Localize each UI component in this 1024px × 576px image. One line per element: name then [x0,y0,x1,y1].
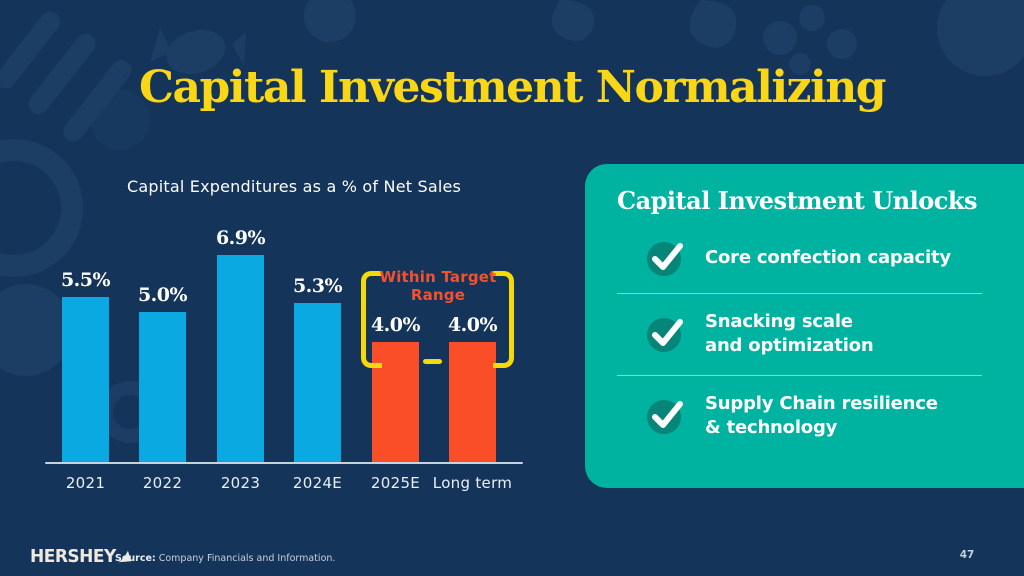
card-divider [617,374,982,376]
bar-value-label: 6.9% [215,227,266,249]
within-target-range-label: Within Target Range [368,268,508,304]
card-item: Snacking scale and optimization [617,294,994,375]
capex-bar-chart: 5.5% 2021 5.0% 2022 6.9% 2023 5.3% 2024E 4.0% 202… [45,227,523,492]
source-text: Company Financials and Information. [158,553,336,564]
check-icon [647,239,687,277]
check-icon [647,397,687,435]
target-range-bracket-dash [423,359,442,364]
card-item: Core confection capacity [617,223,994,293]
card-divider [617,293,982,294]
page-number: 47 [959,549,975,561]
x-tick-label: 2025E [370,474,421,492]
bar-value-label: 4.0% [370,314,421,336]
hershey-logo-text: HERSHEY [30,546,116,568]
card-item: Supply Chain resilience & technology [617,376,994,457]
slide-title: Capital Investment Normalizing [139,62,887,113]
x-tick-label: 2022 [142,474,183,492]
target-range-bracket-right [493,271,514,368]
check-icon [647,315,687,353]
x-tick-label: 2021 [65,474,106,492]
card-heading: Capital Investment Unlocks [617,186,977,215]
card-item-label: Supply Chain resilience & technology [705,392,938,438]
bar-value-label: 5.0% [137,284,188,306]
within-target-range-line1: Within Target [379,268,497,286]
source-line: Source: Company Financials and Informati… [115,553,335,564]
bar-value-label: 5.3% [292,275,343,297]
hershey-logo: HERSHEY [30,547,132,568]
x-tick-label: 2024E [292,474,343,492]
bar-2022 [139,312,186,462]
card-items: Core confection capacity Snacking scale an… [617,223,994,456]
bar-Long term [449,342,496,462]
target-range-bracket-left [361,271,382,368]
capital-investment-unlocks-card: Capital Investment Unlocks Core confecti… [585,164,1024,488]
source-label: Source: [115,553,156,564]
chart-title: Capital Expenditures as a % of Net Sales [127,177,462,196]
bar-value-label: 5.5% [60,269,111,291]
bar-2024E [294,303,341,462]
x-tick-label: 2023 [220,474,261,492]
hershey-kiss-icon [117,550,131,563]
card-item-label: Core confection capacity [705,246,951,268]
bar-value-label: 4.0% [447,314,498,336]
within-target-range-line2: Range [410,285,466,304]
bar-2023 [217,255,264,462]
bar-2021 [62,297,109,462]
card-item-label: Snacking scale and optimization [705,311,874,357]
x-axis-line [45,462,523,464]
x-tick-label: Long term [432,474,513,492]
